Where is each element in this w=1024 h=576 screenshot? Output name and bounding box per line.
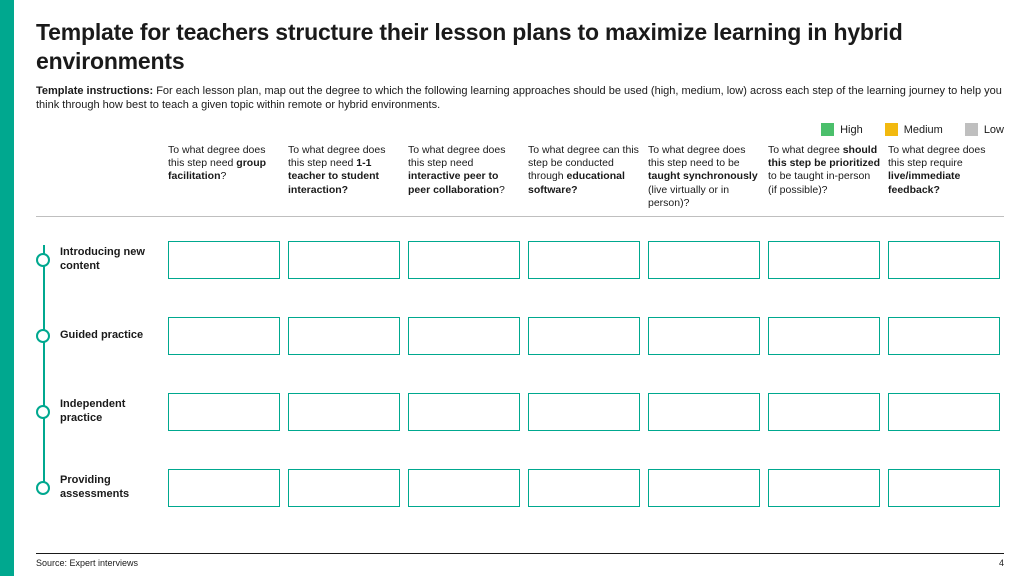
matrix-body: Introducing new content Guided practice xyxy=(36,231,1004,517)
col-header-0: To what degree does this step need group… xyxy=(164,144,284,210)
timeline-node-icon xyxy=(36,329,50,343)
cell-1-0[interactable] xyxy=(164,317,284,355)
cell-2-1[interactable] xyxy=(284,393,404,431)
cell-2-5[interactable] xyxy=(764,393,884,431)
cell-0-6[interactable] xyxy=(884,241,1004,279)
matrix: To what degree does this step need group… xyxy=(36,144,1004,517)
timeline-node-icon xyxy=(36,481,50,495)
cell-1-3[interactable] xyxy=(524,317,644,355)
cell-3-1[interactable] xyxy=(284,469,404,507)
timeline-node-icon xyxy=(36,253,50,267)
cell-1-4[interactable] xyxy=(644,317,764,355)
cell-2-2[interactable] xyxy=(404,393,524,431)
instructions-text: Template instructions: For each lesson p… xyxy=(36,84,1004,114)
legend-item-medium: Medium xyxy=(885,123,943,136)
header-spacer xyxy=(36,144,164,210)
legend-item-high: High xyxy=(821,123,863,136)
cell-2-6[interactable] xyxy=(884,393,1004,431)
cell-3-6[interactable] xyxy=(884,469,1004,507)
left-accent-bar xyxy=(0,0,14,576)
col-header-4: To what degree does this step need to be… xyxy=(644,144,764,210)
cell-2-0[interactable] xyxy=(164,393,284,431)
page-title: Template for teachers structure their le… xyxy=(36,18,1004,76)
cell-1-5[interactable] xyxy=(764,317,884,355)
slide-content: Template for teachers structure their le… xyxy=(36,18,1004,517)
cell-1-2[interactable] xyxy=(404,317,524,355)
matrix-row-0: Introducing new content xyxy=(36,231,1004,289)
cell-3-5[interactable] xyxy=(764,469,884,507)
matrix-row-1: Guided practice xyxy=(36,307,1004,365)
cell-1-6[interactable] xyxy=(884,317,1004,355)
col-header-5: To what degree should this step be prior… xyxy=(764,144,884,210)
swatch-high xyxy=(821,123,834,136)
row-label-3: Providing assessments xyxy=(36,474,164,502)
legend-item-low: Low xyxy=(965,123,1004,136)
cell-3-3[interactable] xyxy=(524,469,644,507)
col-header-2: To what degree does this step need inter… xyxy=(404,144,524,210)
cell-3-4[interactable] xyxy=(644,469,764,507)
timeline-node-icon xyxy=(36,405,50,419)
row-label-0: Introducing new content xyxy=(36,246,164,274)
cell-2-3[interactable] xyxy=(524,393,644,431)
matrix-row-3: Providing assessments xyxy=(36,459,1004,517)
page-number: 4 xyxy=(999,558,1004,568)
source-text: Source: Expert interviews xyxy=(36,558,138,568)
col-header-6: To what degree does this step require li… xyxy=(884,144,1004,210)
cell-0-0[interactable] xyxy=(164,241,284,279)
col-header-3: To what degree can this step be conducte… xyxy=(524,144,644,210)
cell-2-4[interactable] xyxy=(644,393,764,431)
cell-3-0[interactable] xyxy=(164,469,284,507)
matrix-header-row: To what degree does this step need group… xyxy=(36,144,1004,217)
cell-1-1[interactable] xyxy=(284,317,404,355)
cell-3-2[interactable] xyxy=(404,469,524,507)
cell-0-2[interactable] xyxy=(404,241,524,279)
col-header-1: To what degree does this step need 1-1 t… xyxy=(284,144,404,210)
cell-0-3[interactable] xyxy=(524,241,644,279)
cell-0-1[interactable] xyxy=(284,241,404,279)
row-label-2: Independent practice xyxy=(36,398,164,426)
footer-divider xyxy=(36,553,1004,554)
row-label-1: Guided practice xyxy=(36,329,164,343)
legend: High Medium Low xyxy=(36,123,1004,136)
swatch-medium xyxy=(885,123,898,136)
cell-0-5[interactable] xyxy=(764,241,884,279)
cell-0-4[interactable] xyxy=(644,241,764,279)
swatch-low xyxy=(965,123,978,136)
matrix-row-2: Independent practice xyxy=(36,383,1004,441)
